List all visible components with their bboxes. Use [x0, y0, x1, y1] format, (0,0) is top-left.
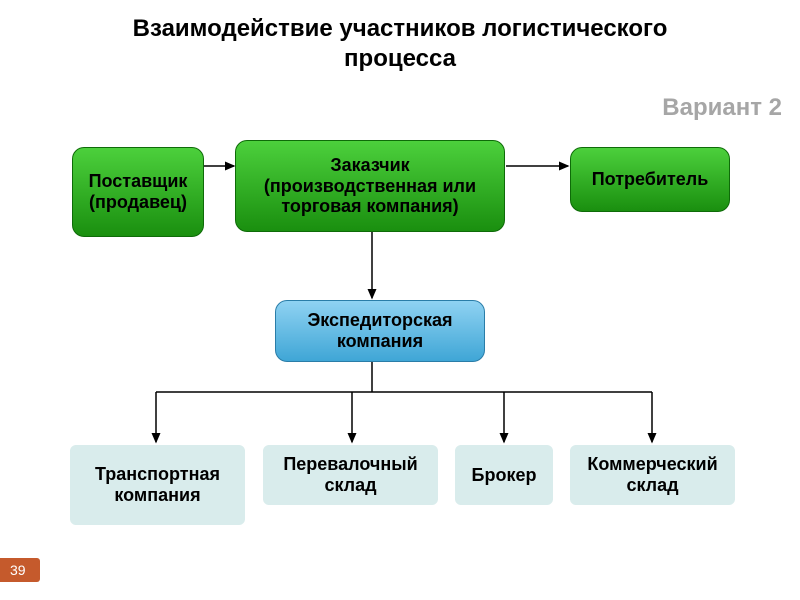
node-label: Экспедиторская компания [284, 310, 476, 351]
node-broker: Брокер [455, 445, 553, 505]
node-label: Транспортная компания [79, 464, 236, 505]
node-label: Брокер [472, 465, 537, 486]
node-customer: Заказчик (производственная или торговая … [235, 140, 505, 232]
node-label: Потребитель [592, 169, 709, 190]
node-label: Поставщик (продавец) [81, 171, 195, 212]
diagram-subtitle: Вариант 2 [662, 94, 782, 122]
node-supplier: Поставщик (продавец) [72, 147, 204, 237]
node-label: Коммерческий склад [579, 454, 726, 495]
node-forwarder: Экспедиторская компания [275, 300, 485, 362]
node-label: Заказчик (производственная или торговая … [244, 155, 496, 217]
node-transport: Транспортная компания [70, 445, 245, 525]
page-number-badge: 39 [0, 558, 40, 582]
node-label: Перевалочный склад [272, 454, 429, 495]
node-warehouse: Коммерческий склад [570, 445, 735, 505]
node-transship: Перевалочный склад [263, 445, 438, 505]
diagram-title: Взаимодействие участников логистического… [100, 14, 700, 74]
node-consumer: Потребитель [570, 147, 730, 212]
